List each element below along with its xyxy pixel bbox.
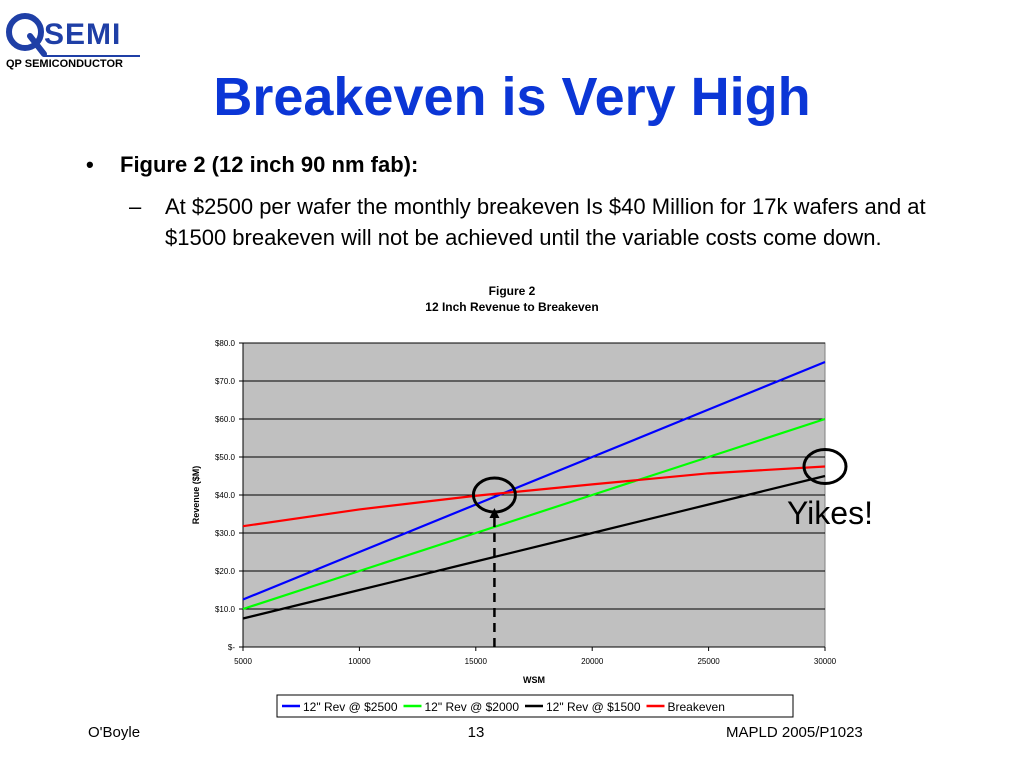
arrowhead-icon <box>489 508 500 518</box>
annotations <box>471 448 848 647</box>
logo-subtitle: QP SEMICONDUCTOR <box>6 58 123 70</box>
x-tick-label: 15000 <box>465 657 488 666</box>
x-axis-label: WSM <box>523 675 545 685</box>
footer-reference: MAPLD 2005/P1023 <box>726 724 863 741</box>
q-logo-icon <box>6 13 47 57</box>
bullet-marker: • <box>86 152 94 177</box>
series-line-12-rev-2500 <box>242 360 826 601</box>
series-line-breakeven <box>242 465 826 528</box>
y-tick-label: $30.0 <box>215 529 236 538</box>
y-tick-label: $10.0 <box>215 605 236 614</box>
x-tick-label: 5000 <box>234 657 252 666</box>
y-tick-label: $70.0 <box>215 377 236 386</box>
sub-bullet-marker: – <box>129 194 142 219</box>
y-tick-label: $40.0 <box>215 491 236 500</box>
legend-label: 12" Rev @ $2500 <box>303 700 398 714</box>
x-tick-label: 10000 <box>348 657 371 666</box>
series-line-12-rev-2000 <box>242 417 826 611</box>
y-tick-label: $60.0 <box>215 415 236 424</box>
chart-subtitle: 12 Inch Revenue to Breakeven <box>425 300 598 314</box>
footer-page-number: 13 <box>467 724 485 741</box>
series-lines <box>242 360 826 620</box>
y-tick-label: $80.0 <box>215 339 236 348</box>
series-line-12-rev-1500 <box>242 474 826 620</box>
sub-bullet-text: At $2500 per wafer the monthly breakeven… <box>165 194 926 250</box>
y-tick-label: $- <box>228 643 235 652</box>
legend-label: Breakeven <box>668 700 725 714</box>
logo-underline <box>44 55 140 57</box>
logo-wordmark: SEMI <box>44 18 122 51</box>
grid-lines <box>243 342 825 610</box>
company-logo: SEMI QP SEMICONDUCTOR <box>4 6 144 70</box>
y-tick-label: $50.0 <box>215 453 236 462</box>
highlight-circle <box>802 448 848 485</box>
legend-label: 12" Rev @ $2000 <box>425 700 520 714</box>
yikes-annotation: Yikes! <box>787 495 873 531</box>
legend-label: 12" Rev @ $1500 <box>546 700 641 714</box>
footer-author: O'Boyle <box>88 724 141 741</box>
chart-title: Figure 2 <box>489 284 536 298</box>
x-tick-label: 20000 <box>581 657 604 666</box>
x-tick-label: 25000 <box>697 657 720 666</box>
slide-title: Breakeven is Very High <box>213 67 811 127</box>
axes: $- $10.0 $20.0 $30.0 $40.0 $50.0 $60.0 $70.0 $80… <box>215 339 837 666</box>
bullet-text: Figure 2 (12 inch 90 nm fab): <box>120 152 419 177</box>
y-axis-label: Revenue ($M) <box>191 466 201 525</box>
y-tick-label: $20.0 <box>215 567 236 576</box>
x-tick-label: 30000 <box>814 657 837 666</box>
chart-legend: 12" Rev @ $2500 12" Rev @ $2000 12" Rev @ … <box>276 694 794 718</box>
